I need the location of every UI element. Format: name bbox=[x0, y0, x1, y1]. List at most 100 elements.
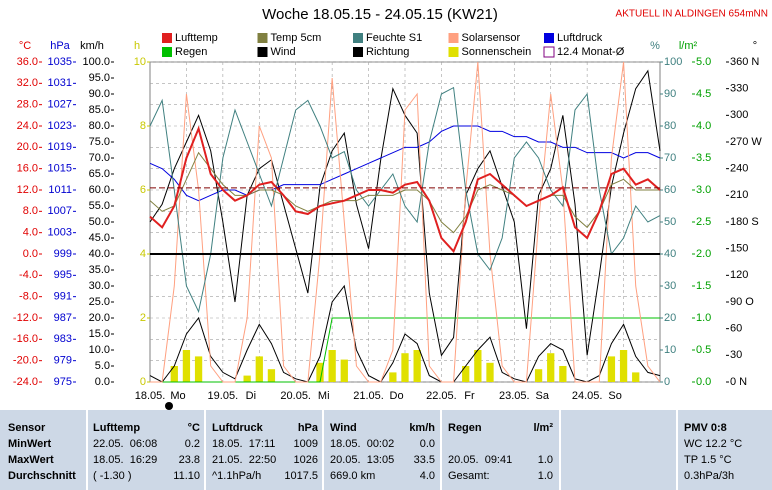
tick-label: 2.5 bbox=[696, 216, 711, 228]
cell-value: 11.10 bbox=[173, 470, 200, 482]
tick-label: 90 bbox=[664, 88, 676, 100]
tick-label: 995 bbox=[54, 269, 72, 281]
sunshine-bar bbox=[389, 372, 397, 382]
tick-label: 95.0 bbox=[89, 72, 110, 84]
cell-value: 23.8 bbox=[179, 454, 200, 466]
legend-label: Feuchte S1 bbox=[366, 32, 422, 44]
series-line bbox=[149, 151, 660, 234]
column-title: Lufttemp bbox=[93, 422, 140, 434]
cell-label: 18.05. 16:29 bbox=[93, 454, 157, 466]
cell-value: 1.0 bbox=[538, 454, 553, 466]
pmv-value: 0.3hPa/3h bbox=[684, 470, 734, 482]
tick-label: 90 O bbox=[730, 296, 754, 308]
tick-label: 4 bbox=[140, 248, 146, 260]
cell-label: 18.05. 17:11 bbox=[212, 438, 275, 450]
legend-swatch bbox=[544, 33, 554, 43]
tick-label: 60 bbox=[730, 323, 742, 335]
legend-swatch bbox=[257, 33, 268, 43]
tick-label: 0.0 bbox=[696, 376, 711, 388]
legend-swatch bbox=[353, 47, 363, 57]
tick-label: 1007 bbox=[48, 205, 72, 217]
column-unit: hPa bbox=[298, 422, 319, 434]
tick-label: 75.0 bbox=[89, 136, 110, 148]
tick-label: 10 bbox=[134, 56, 146, 68]
tick-label: 32.0 bbox=[17, 77, 38, 89]
tick-label: 90.0 bbox=[89, 88, 110, 100]
series-line bbox=[149, 86, 661, 314]
sunshine-bar bbox=[547, 353, 555, 382]
cell-value: 1.0 bbox=[538, 470, 553, 482]
legend-swatch bbox=[162, 47, 172, 57]
axis-title: hPa bbox=[50, 40, 70, 52]
x-tick-label: 18.05. bbox=[135, 390, 166, 402]
cell-label: ( -1.30 ) bbox=[93, 470, 132, 482]
tick-label: 5.0 bbox=[696, 56, 711, 68]
sunshine-bar bbox=[474, 350, 482, 382]
tick-label: 40.0 bbox=[89, 248, 110, 260]
cell-label: 669.0 km bbox=[330, 470, 375, 482]
tick-label: 20 bbox=[664, 312, 676, 324]
tick-label: 100 bbox=[664, 56, 682, 68]
sunshine-bar bbox=[182, 350, 191, 382]
tick-label: 0 bbox=[140, 376, 146, 388]
tick-label: 1035 bbox=[48, 56, 72, 68]
tick-label: 4.0 bbox=[696, 120, 711, 132]
tick-label: 60.0 bbox=[89, 184, 110, 196]
axis-title: km/h bbox=[80, 40, 104, 52]
column-title: Luftdruck bbox=[212, 422, 264, 434]
weekday-label: Mo bbox=[170, 390, 185, 402]
tick-label: 10 bbox=[664, 344, 676, 356]
cell-value: 1026 bbox=[294, 454, 318, 466]
tick-label: 4.0 bbox=[23, 227, 38, 239]
tick-label: 330 bbox=[730, 83, 748, 95]
stats-panel bbox=[0, 410, 772, 490]
legend-label: Luftdruck bbox=[557, 32, 603, 44]
sunshine-bar bbox=[632, 372, 640, 382]
legend-swatch bbox=[448, 33, 459, 43]
weekday-label: Do bbox=[390, 390, 404, 402]
series-line bbox=[150, 61, 661, 383]
axis-title: °C bbox=[19, 40, 31, 52]
x-tick-label: 20.05. bbox=[280, 390, 311, 402]
axis-title: l/m² bbox=[679, 40, 698, 52]
axis-title: h bbox=[134, 40, 140, 52]
legend-label: Regen bbox=[175, 46, 207, 58]
chart-title: Woche 18.05.15 - 24.05.15 (KW21) bbox=[262, 6, 498, 23]
legend-swatch bbox=[448, 47, 459, 57]
tick-label: 1011 bbox=[48, 184, 72, 196]
tick-label: 36.0 bbox=[17, 56, 38, 68]
tick-label: 987 bbox=[54, 312, 72, 324]
sunshine-bar bbox=[255, 356, 263, 382]
pmv-title: PMV 0:8 bbox=[684, 422, 727, 434]
legend-label: Lufttemp bbox=[175, 32, 218, 44]
tick-label: 40 bbox=[664, 248, 676, 260]
tick-label: 20.0 bbox=[17, 141, 38, 153]
tick-label: -20.0 bbox=[13, 355, 38, 367]
tick-label: 55.0 bbox=[89, 200, 110, 212]
column-title: Regen bbox=[448, 422, 482, 434]
sunshine-bar bbox=[486, 362, 494, 382]
sunshine-bar bbox=[559, 366, 567, 382]
tick-label: 1003 bbox=[48, 227, 72, 239]
tick-label: 30.0 bbox=[89, 280, 110, 292]
sunshine-bar bbox=[413, 350, 421, 382]
tick-label: 50 bbox=[664, 216, 676, 228]
tick-label: 45.0 bbox=[89, 232, 110, 244]
sunshine-bar bbox=[619, 350, 628, 382]
tick-label: 30 bbox=[664, 280, 676, 292]
tick-label: 983 bbox=[54, 333, 72, 345]
tick-label: 10.0 bbox=[89, 344, 110, 356]
tick-label: -4.0 bbox=[19, 269, 38, 281]
column-unit: km/h bbox=[409, 422, 435, 434]
tick-label: 3.0 bbox=[696, 184, 711, 196]
row-label: Durchschnitt bbox=[8, 470, 76, 482]
tick-label: 15.0 bbox=[89, 328, 110, 340]
tick-label: 991 bbox=[54, 291, 72, 303]
x-tick-label: 24.05. bbox=[572, 390, 603, 402]
weekday-label: So bbox=[608, 390, 621, 402]
table-header: Sensor bbox=[8, 422, 46, 434]
legend-swatch bbox=[353, 33, 363, 43]
tick-label: 24.0 bbox=[17, 120, 38, 132]
chart-subtitle: AKTUELL IN ALDINGEN 654mNN bbox=[616, 9, 768, 20]
